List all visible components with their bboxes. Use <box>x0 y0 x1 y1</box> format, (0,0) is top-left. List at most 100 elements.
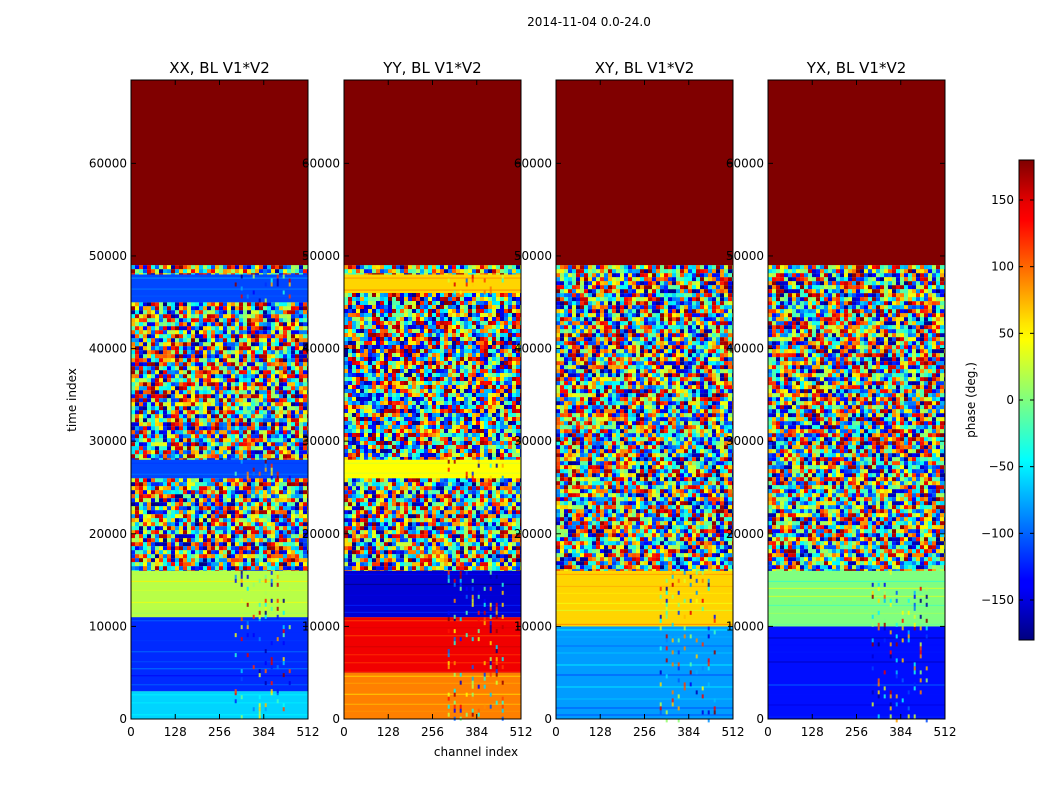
noise-cell <box>219 482 223 486</box>
noise-cell <box>400 494 404 498</box>
noise-cell <box>436 506 440 510</box>
noise-cell <box>380 329 384 333</box>
noise-cell <box>191 406 195 410</box>
noise-cell <box>388 482 392 486</box>
noise-cell <box>396 329 400 333</box>
noise-cell <box>291 518 295 522</box>
noise-cell <box>167 482 171 486</box>
noise-cell <box>183 406 187 410</box>
noise-cell <box>247 350 251 354</box>
noise-cell <box>263 273 267 274</box>
noise-cell <box>163 410 167 414</box>
noise-cell <box>211 502 215 506</box>
noise-cell <box>211 538 215 542</box>
noise-cell <box>191 558 195 562</box>
noise-cell <box>364 514 368 518</box>
saturated-region <box>344 80 521 265</box>
noise-cell <box>404 337 408 341</box>
noise-cell <box>448 558 452 562</box>
noise-cell <box>215 566 219 570</box>
noise-cell <box>167 418 171 422</box>
noise-cell <box>167 558 171 562</box>
noise-cell <box>283 514 287 518</box>
noise-cell <box>175 382 179 386</box>
noise-cell <box>219 346 223 350</box>
noise-cell <box>227 458 231 459</box>
noise-cell <box>215 322 219 326</box>
noise-cell <box>191 273 195 274</box>
noise-cell <box>259 450 263 454</box>
noise-cell <box>231 426 235 430</box>
noise-cell <box>207 442 211 446</box>
noise-cell <box>368 566 372 570</box>
noise-cell <box>283 386 287 390</box>
noise-cell <box>488 337 492 341</box>
noise-cell <box>175 450 179 454</box>
noise-cell <box>356 550 360 554</box>
noise-cell <box>235 402 239 406</box>
noise-cell <box>207 558 211 562</box>
noise-cell <box>187 410 191 414</box>
streak-cell <box>283 641 285 645</box>
noise-cell <box>271 546 275 550</box>
noise-cell <box>376 293 380 297</box>
noise-cell <box>412 482 416 486</box>
noise-cell <box>183 438 187 442</box>
noise-cell <box>139 382 143 386</box>
noise-cell <box>159 534 163 538</box>
noise-cell <box>440 309 444 313</box>
noise-cell <box>263 350 267 354</box>
noise-cell <box>271 374 275 378</box>
noise-cell <box>480 538 484 542</box>
noise-cell <box>255 406 259 410</box>
noise-cell <box>352 510 356 514</box>
noise-cell <box>171 566 175 570</box>
streak-cell <box>466 571 468 575</box>
noise-cell <box>444 478 448 482</box>
noise-cell <box>171 546 175 550</box>
noise-cell <box>500 526 504 530</box>
noise-cell <box>155 534 159 538</box>
noise-cell <box>207 302 211 306</box>
noise-cell <box>408 502 412 506</box>
noise-cell <box>404 566 408 570</box>
noise-cell <box>263 542 267 546</box>
noise-cell <box>279 386 283 390</box>
noise-cell <box>291 482 295 486</box>
noise-cell <box>408 313 412 317</box>
noise-cell <box>456 566 460 570</box>
noise-cell <box>279 330 283 334</box>
noise-cell <box>179 478 183 482</box>
noise-cell <box>271 538 275 542</box>
noise-cell <box>135 302 139 306</box>
noise-cell <box>408 321 412 325</box>
streak-cell <box>247 625 249 629</box>
noise-cell <box>420 502 424 506</box>
noise-cell <box>344 506 348 510</box>
noise-cell <box>255 478 259 482</box>
phase-band <box>344 617 521 673</box>
noise-cell <box>291 374 295 378</box>
noise-cell <box>484 518 488 522</box>
noise-cell <box>211 478 215 482</box>
noise-cell <box>187 522 191 526</box>
noise-cell <box>444 498 448 502</box>
noise-cell <box>151 538 155 542</box>
streak-cell <box>484 611 486 615</box>
noise-cell <box>476 562 480 566</box>
noise-cell <box>496 490 500 494</box>
noise-cell <box>235 498 239 502</box>
noise-cell <box>239 406 243 410</box>
noise-cell <box>155 506 159 510</box>
streak-cell <box>484 621 486 625</box>
noise-cell <box>279 265 283 269</box>
noise-cell <box>271 530 275 534</box>
noise-cell <box>456 510 460 514</box>
noise-cell <box>211 406 215 410</box>
noise-cell <box>496 301 500 305</box>
noise-cell <box>259 334 263 338</box>
noise-cell <box>452 333 456 337</box>
noise-cell <box>504 329 508 333</box>
noise-cell <box>247 570 251 571</box>
noise-cell <box>303 502 307 506</box>
